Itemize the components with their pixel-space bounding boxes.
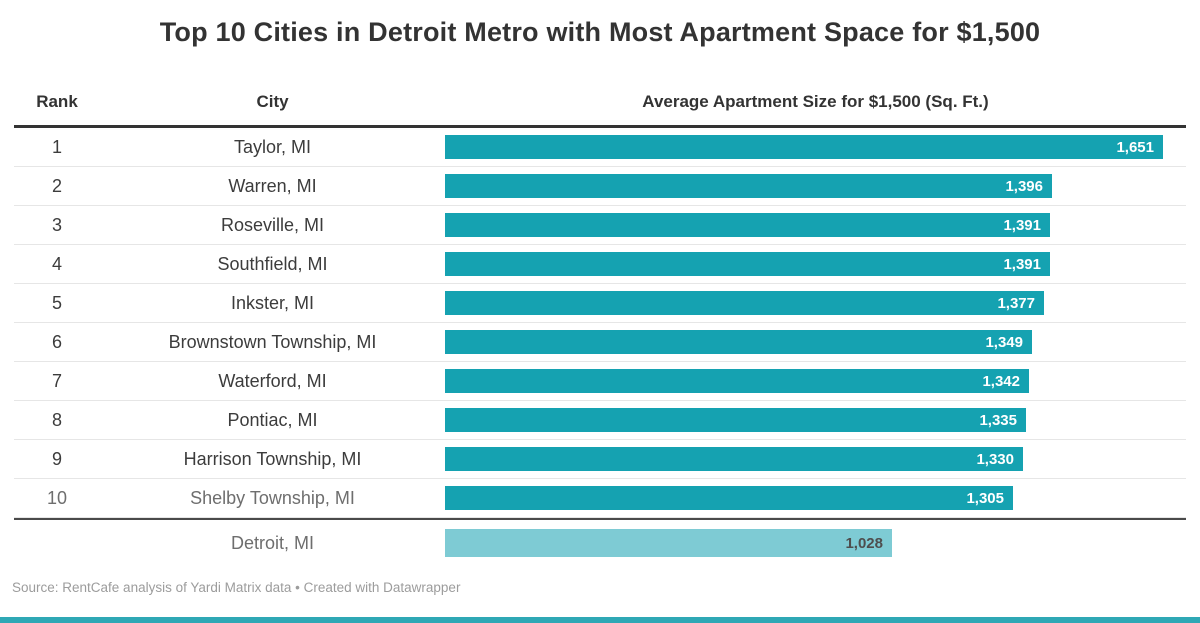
table-header-row: Rank City Average Apartment Size for $1,… [14,92,1186,128]
bar: 1,330 [445,447,1023,471]
rank-cell: 6 [51,331,62,352]
rank-cell: 7 [51,370,62,391]
bar: 1,335 [445,408,1026,432]
bar-cell: 1,396 [445,174,1186,198]
table-row: 7 Waterford, MI 1,342 [14,362,1186,401]
city-cell: Pontiac, MI [227,409,318,430]
rank-cell: 4 [51,253,62,274]
city-cell: Taylor, MI [233,136,312,157]
table-row: 5 Inkster, MI 1,377 [14,284,1186,323]
bar: 1,391 [445,252,1050,276]
table-row: 2 Warren, MI 1,396 [14,167,1186,206]
rank-cell: 9 [51,448,62,469]
table-row: 10 Shelby Township, MI 1,305 [14,479,1186,518]
rank-cell: 8 [51,409,62,430]
bar: 1,651 [445,135,1163,159]
table-row: 1 Taylor, MI 1,651 [14,128,1186,167]
rank-cell: 10 [46,487,68,508]
city-cell: Waterford, MI [218,370,327,391]
bar-value-label: 1,377 [997,294,1035,312]
city-cell: Detroit, MI [230,532,314,553]
bar-cell: 1,391 [445,252,1186,276]
bar-value-label: 1,305 [966,489,1004,507]
bar: 1,305 [445,486,1013,510]
bar-value-label: 1,330 [976,450,1014,468]
bar-cell: 1,651 [445,135,1186,159]
city-cell: Brownstown Township, MI [168,331,377,352]
bar-cell: 1,028 [445,529,1186,557]
bar-cell: 1,335 [445,408,1186,432]
city-cell: Warren, MI [228,175,317,196]
bar: 1,391 [445,213,1050,237]
bar-cell: 1,342 [445,369,1186,393]
bar-value-label: 1,651 [1116,138,1154,156]
bar-cell: 1,377 [445,291,1186,315]
column-header-value: Average Apartment Size for $1,500 (Sq. F… [642,92,989,111]
bar-value-label: 1,028 [845,534,883,552]
bar-value-label: 1,396 [1005,177,1043,195]
bar-cell: 1,330 [445,447,1186,471]
bar-value-label: 1,342 [982,372,1020,390]
city-cell: Harrison Township, MI [183,448,362,469]
ranking-table: Rank City Average Apartment Size for $1,… [14,92,1186,566]
bar-cell: 1,391 [445,213,1186,237]
bar-value-label: 1,391 [1003,255,1041,273]
bottom-accent-bar [0,617,1200,623]
bar: 1,028 [445,529,892,557]
bar: 1,342 [445,369,1029,393]
city-cell: Shelby Township, MI [190,487,355,508]
bar-value-label: 1,335 [979,411,1017,429]
rank-cell: 1 [51,136,62,157]
comparison-row: Detroit, MI 1,028 [14,518,1186,566]
table-row: 9 Harrison Township, MI 1,330 [14,440,1186,479]
city-cell: Southfield, MI [217,253,328,274]
bar: 1,377 [445,291,1044,315]
chart-title: Top 10 Cities in Detroit Metro with Most… [159,17,1041,47]
chart: Top 10 Cities in Detroit Metro with Most… [0,16,1200,623]
bar-value-label: 1,391 [1003,216,1041,234]
table-row: 4 Southfield, MI 1,391 [14,245,1186,284]
rank-cell: 5 [51,292,62,313]
table-row: 3 Roseville, MI 1,391 [14,206,1186,245]
column-header-rank: Rank [36,92,78,111]
bar-cell: 1,349 [445,330,1186,354]
rank-cell: 2 [51,175,62,196]
bar: 1,396 [445,174,1052,198]
source-note: Source: RentCafe analysis of Yardi Matri… [12,580,461,595]
table-body: 1 Taylor, MI 1,651 2 Warren, MI 1,396 3 … [14,128,1186,566]
table-row: 6 Brownstown Township, MI 1,349 [14,323,1186,362]
table-row: 8 Pontiac, MI 1,335 [14,401,1186,440]
bar-cell: 1,305 [445,486,1186,510]
city-cell: Inkster, MI [230,292,315,313]
bar-value-label: 1,349 [985,333,1023,351]
bar: 1,349 [445,330,1032,354]
rank-cell: 3 [51,214,62,235]
column-header-city: City [256,92,289,111]
city-cell: Roseville, MI [220,214,325,235]
